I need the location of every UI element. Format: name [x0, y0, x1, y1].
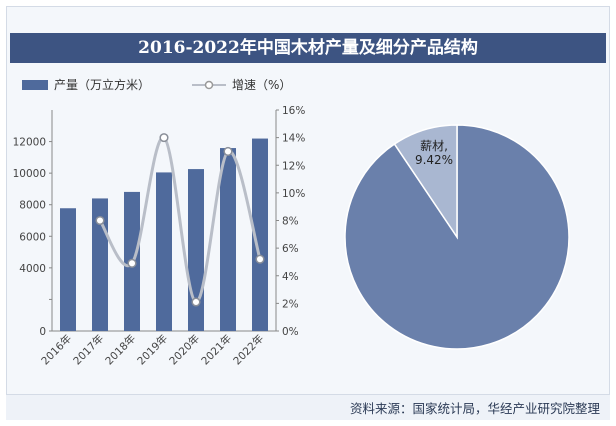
right-tick-label: 2% [282, 298, 299, 310]
bars [60, 138, 268, 331]
legend-line-marker [204, 80, 214, 90]
x-tick-label: 2017年 [71, 332, 107, 368]
right-tick-label: 10% [282, 188, 305, 200]
growth-point [255, 254, 265, 264]
bar [252, 138, 268, 331]
x-tick-label: 2018年 [103, 332, 139, 368]
legend-bar-swatch [22, 80, 48, 90]
legend-line-label: 增速（%） [232, 78, 291, 92]
source-note: 资料来源：国家统计局，华经产业研究院整理 [349, 401, 600, 416]
growth-point [95, 215, 105, 226]
left-tick-label: 10000 [13, 168, 46, 180]
left-tick-label: 12000 [13, 137, 46, 149]
growth-point [223, 146, 233, 156]
legend: 产量（万立方米） 增速（%） [22, 77, 291, 92]
x-tick-label: 2022年 [231, 332, 267, 368]
left-tick-label: 8000 [19, 200, 46, 212]
right-tick-label: 4% [282, 271, 299, 283]
left-tick-label: 4000 [19, 263, 46, 275]
left-tick-label: 6000 [19, 231, 46, 243]
growth-line [95, 133, 265, 307]
x-tick-label: 2019年 [135, 332, 171, 368]
legend-bar-label: 产量（万立方米） [54, 77, 150, 92]
x-tick-label: 2021年 [199, 332, 235, 368]
growth-point [159, 133, 169, 143]
left-tick-label: 0 [39, 326, 46, 338]
pie-slice-label: 薪材, 9.42% [415, 139, 453, 167]
bar [188, 169, 204, 331]
x-tick-label: 2020年 [167, 332, 203, 368]
growth-point [127, 258, 137, 268]
bar [156, 172, 172, 331]
bar [220, 148, 236, 331]
right-tick-label: 16% [282, 105, 305, 117]
chart-title: 2016-2022年中国木材产量及细分产品结构 [10, 33, 606, 63]
right-tick-label: 0% [282, 326, 299, 338]
pie-slice-firewood [393, 124, 458, 240]
right-tick-label: 12% [282, 160, 305, 172]
right-tick-label: 8% [282, 216, 299, 228]
footer-bar [6, 394, 610, 420]
growth-point [191, 297, 201, 307]
pie-chart: 薪材, 9.42% [344, 124, 570, 350]
right-tick-label: 14% [282, 133, 305, 145]
bar [60, 208, 76, 331]
right-tick-label: 6% [282, 243, 299, 255]
